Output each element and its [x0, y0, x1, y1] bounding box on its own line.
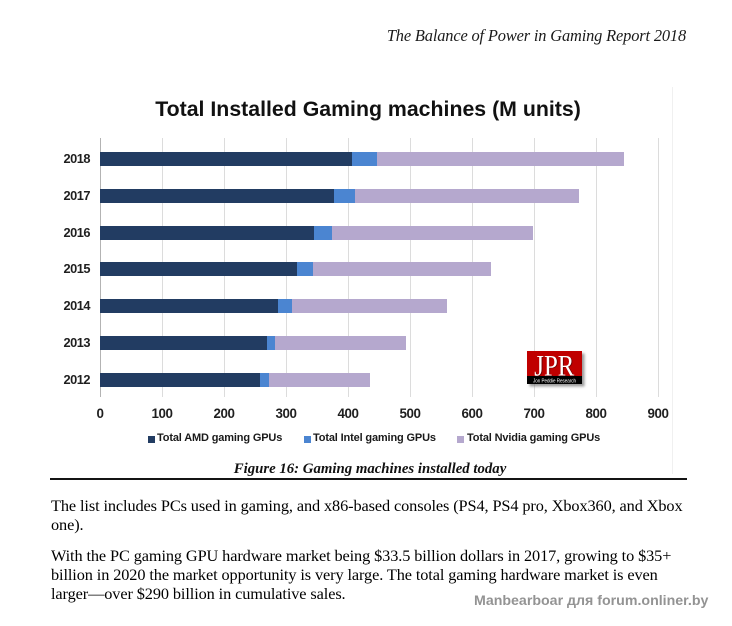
svg-text:Jon Peddie Research: Jon Peddie Research: [533, 378, 576, 384]
svg-text:JPR: JPR: [534, 351, 574, 382]
svg-text:JPR: JPR: [535, 351, 575, 383]
